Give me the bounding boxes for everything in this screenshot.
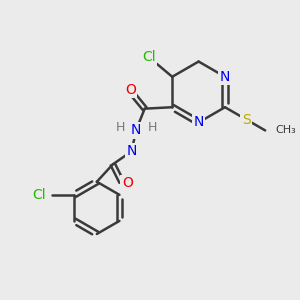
Text: N: N: [194, 116, 204, 129]
Text: N: N: [220, 70, 230, 84]
Text: N: N: [131, 123, 141, 137]
Text: S: S: [242, 112, 251, 127]
Text: O: O: [125, 83, 136, 97]
Text: O: O: [122, 176, 133, 190]
Text: CH₃: CH₃: [275, 125, 296, 135]
Text: Cl: Cl: [142, 50, 156, 64]
Text: H: H: [115, 121, 125, 134]
Text: H: H: [147, 121, 157, 134]
Text: Cl: Cl: [33, 188, 46, 202]
Text: N: N: [127, 144, 137, 158]
